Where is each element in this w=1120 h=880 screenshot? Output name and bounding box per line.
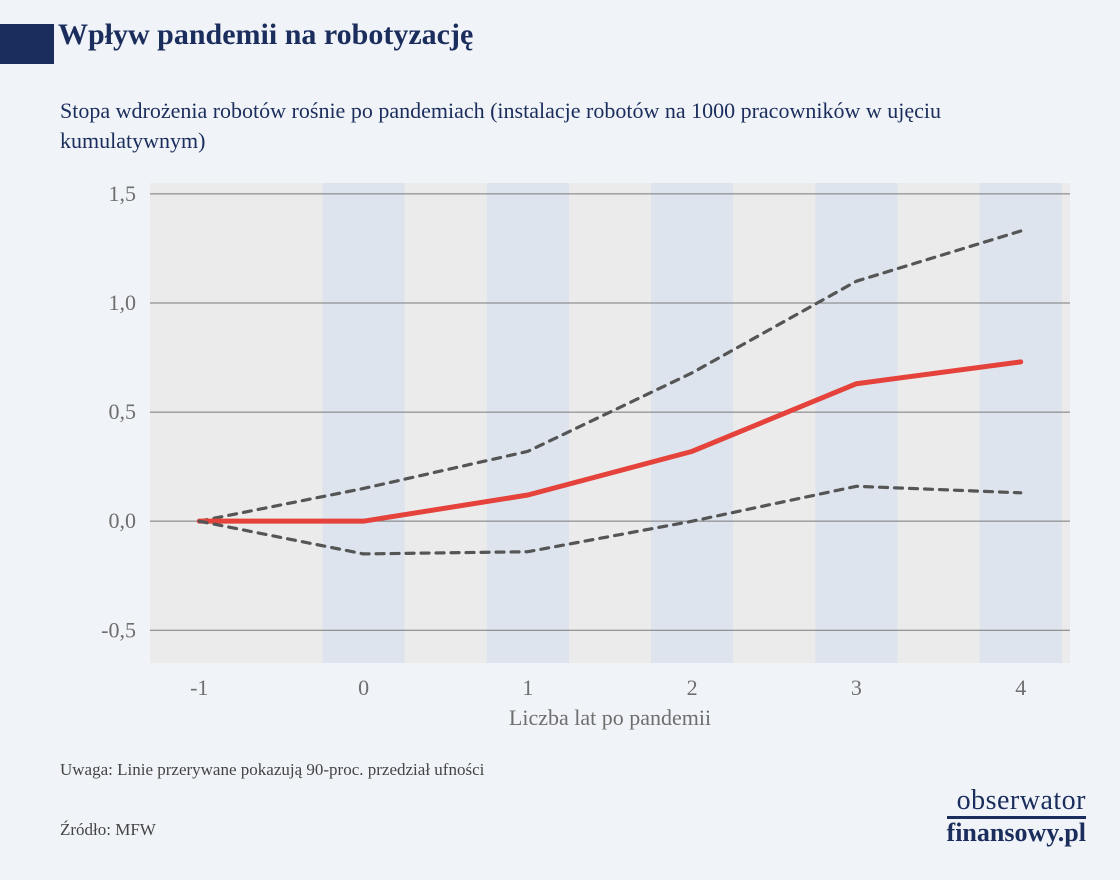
logo-line-1: obserwator (947, 788, 1086, 820)
chart-note: Uwaga: Linie przerywane pokazują 90-proc… (60, 760, 484, 780)
svg-text:0,0: 0,0 (109, 508, 137, 533)
svg-text:0: 0 (358, 675, 369, 700)
chart-source: Źródło: MFW (60, 820, 156, 840)
logo-line-2: finansowy.pl (947, 821, 1086, 846)
svg-text:0,5: 0,5 (109, 399, 137, 424)
line-chart: -0,5 0,0 0,5 1,0 1,5 -1 0 1 2 3 4 Liczba lat po pan… (60, 175, 1070, 730)
svg-text:-1: -1 (190, 675, 208, 700)
chart-container: -0,5 0,0 0,5 1,0 1,5 -1 0 1 2 3 4 Liczba lat po pan… (60, 175, 1070, 730)
svg-text:4: 4 (1015, 675, 1026, 700)
svg-text:2: 2 (687, 675, 698, 700)
page-title: Wpływ pandemii na robotyzację (58, 18, 473, 52)
svg-text:Liczba lat po pandemii: Liczba lat po pandemii (509, 705, 711, 730)
svg-text:-0,5: -0,5 (101, 617, 136, 642)
svg-text:1,5: 1,5 (109, 181, 137, 206)
svg-text:3: 3 (851, 675, 862, 700)
page-root: { "title": "Wpływ pandemii na robotyzacj… (0, 0, 1120, 880)
brand-logo: obserwator finansowy.pl (947, 788, 1086, 846)
title-accent-bar (0, 24, 54, 64)
svg-text:1,0: 1,0 (109, 290, 137, 315)
page-subtitle: Stopa wdrożenia robotów rośnie po pandem… (60, 96, 1060, 155)
svg-text:1: 1 (522, 675, 533, 700)
